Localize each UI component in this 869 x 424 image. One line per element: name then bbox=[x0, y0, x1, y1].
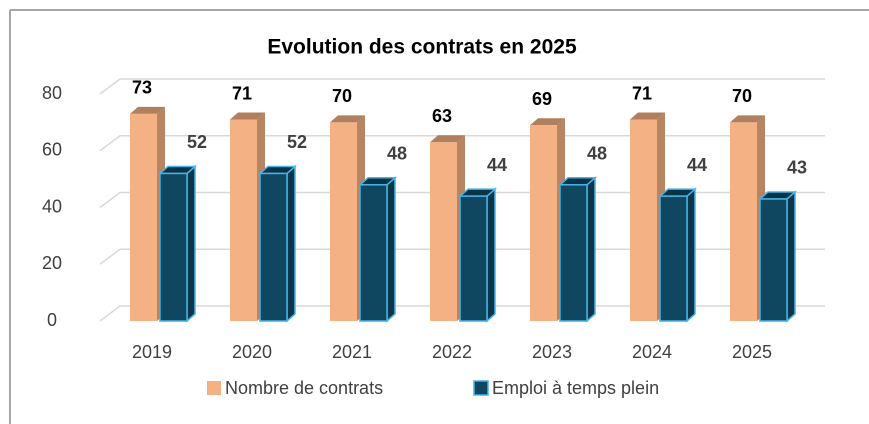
bar bbox=[430, 142, 457, 321]
bar-top bbox=[430, 135, 465, 143]
x-tick-label: 2023 bbox=[532, 342, 572, 362]
bar bbox=[559, 184, 588, 322]
x-tick-label: 2019 bbox=[132, 342, 172, 362]
bar bbox=[330, 122, 357, 321]
value-label: 73 bbox=[132, 78, 152, 98]
value-label: 70 bbox=[332, 86, 352, 106]
bar-top bbox=[330, 115, 365, 123]
bar bbox=[230, 119, 257, 321]
bar bbox=[459, 195, 488, 322]
legend-label: Emploi à temps plein bbox=[492, 378, 659, 398]
x-tick-label: 2024 bbox=[632, 342, 672, 362]
y-tick-label: 40 bbox=[42, 196, 62, 216]
bar-side bbox=[686, 187, 696, 323]
y-tick-label: 80 bbox=[42, 83, 62, 103]
bar-side bbox=[486, 187, 496, 323]
bar bbox=[730, 122, 757, 321]
y-tick-label: 60 bbox=[42, 140, 62, 160]
bar-top bbox=[630, 112, 665, 120]
value-label: 52 bbox=[187, 132, 207, 152]
bar-top bbox=[530, 118, 565, 126]
value-label: 44 bbox=[687, 155, 707, 175]
value-label: 48 bbox=[587, 144, 607, 164]
legend-swatch bbox=[473, 380, 489, 396]
value-label: 48 bbox=[387, 144, 407, 164]
value-label: 71 bbox=[632, 83, 652, 103]
bar bbox=[130, 113, 157, 321]
bar-side bbox=[386, 176, 396, 323]
bar bbox=[759, 198, 788, 322]
bar-top bbox=[730, 115, 765, 123]
x-tick-label: 2022 bbox=[432, 342, 472, 362]
chart-title: Evolution des contrats en 2025 bbox=[267, 36, 577, 59]
x-tick-label: 2021 bbox=[332, 342, 372, 362]
bar bbox=[159, 172, 188, 322]
bar-side bbox=[786, 190, 796, 323]
grid-line bbox=[99, 135, 825, 152]
legend-swatch bbox=[207, 381, 221, 395]
grid-line bbox=[99, 78, 825, 95]
x-tick-label: 2025 bbox=[732, 342, 772, 362]
value-label: 69 bbox=[532, 89, 552, 109]
bar bbox=[259, 172, 288, 322]
bar-top bbox=[230, 112, 265, 120]
value-label: 44 bbox=[487, 155, 507, 175]
value-label: 43 bbox=[787, 158, 807, 178]
bar bbox=[630, 119, 657, 321]
bar-side bbox=[286, 164, 296, 323]
bar bbox=[659, 195, 688, 322]
bar-top bbox=[130, 106, 165, 114]
legend-label: Nombre de contrats bbox=[225, 378, 383, 398]
y-tick-label: 0 bbox=[47, 310, 57, 330]
bar-side bbox=[586, 176, 596, 323]
x-tick-label: 2020 bbox=[232, 342, 272, 362]
bar bbox=[359, 184, 388, 322]
bar-side bbox=[186, 164, 196, 323]
value-label: 70 bbox=[732, 86, 752, 106]
y-tick-label: 20 bbox=[42, 253, 62, 273]
value-label: 63 bbox=[432, 106, 452, 126]
value-label: 71 bbox=[232, 83, 252, 103]
bar bbox=[530, 125, 557, 322]
value-label: 52 bbox=[287, 132, 307, 152]
